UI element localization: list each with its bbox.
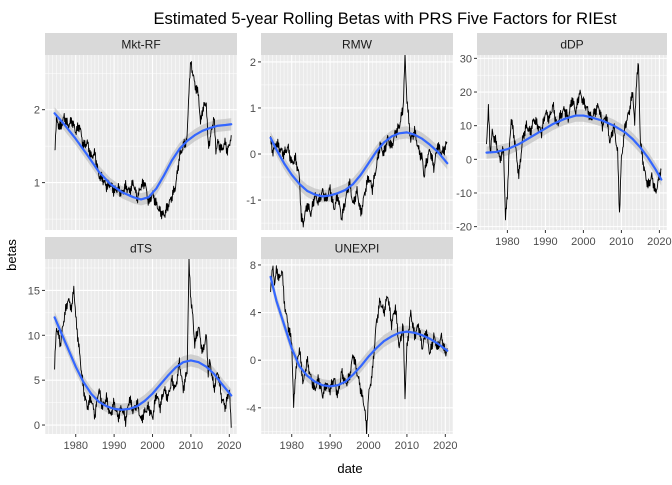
chart-title: Estimated 5-year Rolling Betas with PRS …	[153, 10, 616, 28]
x-tick-label: 2010	[609, 236, 633, 248]
y-tick-label: -1	[246, 195, 256, 207]
x-tick-label: 1980	[495, 236, 519, 248]
y-axis-label: betas	[4, 239, 19, 271]
facet-panel-dts: dTS 0 5 10 15 1980 1990 2000 2010 2020	[28, 237, 242, 452]
smooth-trend-line	[269, 131, 449, 198]
y-tick-label: 4	[250, 308, 256, 320]
x-axis-label: date	[337, 461, 362, 476]
smooth-trend-line	[485, 114, 663, 181]
y-tick-label: 5	[34, 375, 40, 387]
panel-data	[485, 63, 663, 221]
y-tick-label: 10	[28, 330, 40, 342]
y-tick-label: 0	[250, 149, 256, 161]
x-tick-label: 2010	[179, 440, 203, 452]
y-tick-label: 15	[28, 285, 40, 297]
y-tick-label: 1	[34, 178, 40, 190]
y-tick-label: 8	[250, 260, 256, 272]
x-tick-label: 1980	[279, 440, 303, 452]
facet-strip	[261, 237, 453, 259]
x-tick-label: 1990	[533, 236, 557, 248]
facet-strip	[45, 237, 237, 259]
beta-series-line	[486, 63, 662, 221]
facet-strip	[261, 33, 453, 55]
beta-series-line	[270, 55, 448, 228]
facet-strip-label: Mkt-RF	[121, 38, 160, 52]
y-tick-label: 0	[466, 154, 472, 166]
facet-strip-label: UNEXPI	[335, 242, 380, 256]
facet-strip-label: dTS	[130, 242, 152, 256]
facet-strip	[45, 33, 237, 55]
smooth-trend-line	[53, 316, 233, 411]
x-tick-label: 2000	[140, 440, 164, 452]
panel-data	[53, 61, 233, 220]
beta-series-line	[54, 259, 232, 428]
facet-strip-label: dDP	[560, 38, 583, 52]
y-tick-label: 0	[250, 355, 256, 367]
x-tick-label: 2020	[433, 440, 457, 452]
y-tick-label: 2	[34, 105, 40, 117]
x-tick-label: 1990	[318, 440, 342, 452]
facet-panel-mkt-rf: Mkt-RF 1 2	[34, 33, 238, 230]
facet-panel-ddp: dDP -20 -10 0 10 20 30 1980 1990 2000 2010 2020	[456, 33, 672, 248]
x-tick-label: 2020	[647, 236, 671, 248]
x-tick-label: 2000	[356, 440, 380, 452]
y-tick-label: 2	[250, 57, 256, 69]
smooth-trend-line	[269, 275, 449, 388]
smooth-confidence-ribbon	[54, 311, 232, 416]
x-tick-label: 1990	[102, 440, 126, 452]
panel-data	[269, 55, 449, 228]
y-tick-label: -10	[456, 188, 472, 200]
x-tick-label: 1980	[63, 440, 87, 452]
beta-series-line	[270, 265, 448, 434]
x-tick-label: 2010	[395, 440, 419, 452]
y-tick-label: -20	[456, 222, 472, 234]
x-tick-label: 2000	[571, 236, 595, 248]
y-tick-label: 20	[460, 87, 472, 99]
y-tick-label: 10	[460, 121, 472, 133]
facet-strip	[477, 33, 667, 55]
y-tick-label: 1	[250, 103, 256, 115]
panel-data	[53, 259, 233, 428]
y-tick-label: 30	[460, 53, 472, 65]
y-tick-label: 0	[34, 420, 40, 432]
beta-series-line	[54, 61, 232, 220]
facet-panel-unexpi: UNEXPI -4 0 4 8 1980 1990 2000 2010 2020	[246, 237, 458, 452]
facet-panel-rmw: RMW -1 0 1 2	[246, 33, 454, 230]
y-tick-label: -4	[246, 403, 256, 415]
facet-strip-label: RMW	[342, 38, 373, 52]
panel-data	[269, 265, 449, 434]
smooth-trend-line	[53, 112, 233, 201]
x-tick-label: 2020	[217, 440, 241, 452]
